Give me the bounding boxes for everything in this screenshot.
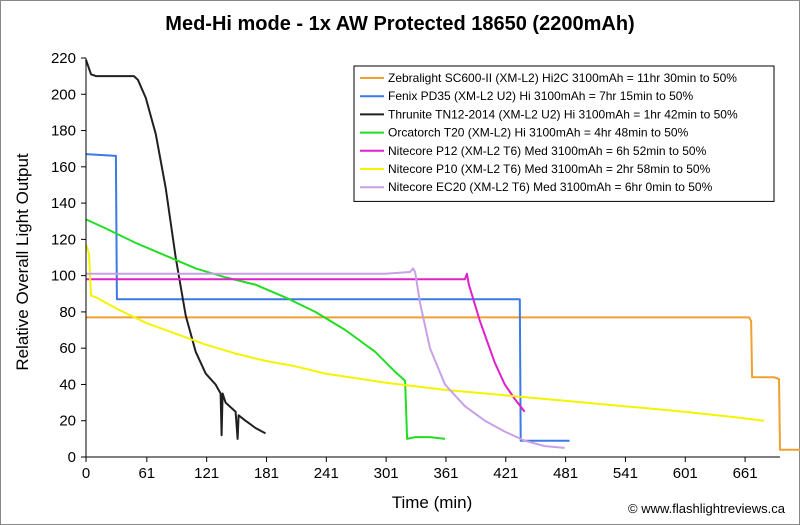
ticks-layer: 0 20 40 60 80 100 120 140 160 180 200 220 0 61 121 181 2… xyxy=(51,50,758,482)
legend-label-3: Thrunite TN12-2014 (XM-L2 U2) Hi 3100mAh… xyxy=(388,107,738,121)
y-tick-label: 200 xyxy=(51,86,76,103)
series-line-2 xyxy=(85,153,570,442)
y-tick-label: 120 xyxy=(51,231,76,248)
x-tick-label: 241 xyxy=(314,465,339,482)
series-line-3 xyxy=(85,59,266,440)
y-tick-label: 80 xyxy=(59,304,76,321)
legend-label-5: Nitecore P12 (XM-L2 T6) Med 3100mAh = 6h… xyxy=(388,144,707,158)
y-tick-label: 0 xyxy=(68,449,76,466)
series-line-1 xyxy=(86,316,800,451)
x-tick-label: 0 xyxy=(82,465,90,482)
x-tick-label: 481 xyxy=(553,465,578,482)
x-tick-label: 421 xyxy=(493,465,518,482)
y-tick-label: 100 xyxy=(51,268,76,285)
axes-layer xyxy=(85,58,780,458)
legend-label-1: Zebralight SC600-II (XM-L2) Hi2C 3100mAh… xyxy=(388,71,737,85)
legend: Zebralight SC600-II (XM-L2) Hi2C 3100mAh… xyxy=(353,65,775,202)
x-tick-label: 661 xyxy=(733,465,758,482)
legend-label-4: Orcatorch T20 (XM-L2) Hi 3100mAh = 4hr 4… xyxy=(388,126,689,140)
x-tick-label: 541 xyxy=(613,465,638,482)
x-tick-label: 121 xyxy=(194,465,219,482)
y-tick-label: 220 xyxy=(51,50,76,67)
x-tick-label: 361 xyxy=(433,465,458,482)
y-tick-label: 140 xyxy=(51,195,76,212)
x-tick-label: 301 xyxy=(374,465,399,482)
y-tick-label: 180 xyxy=(51,123,76,140)
x-axis-label: Time (min) xyxy=(392,493,473,512)
y-axis-label: Relative Overall Light Output xyxy=(13,153,32,371)
series-line-4 xyxy=(85,218,446,440)
legend-label-7: Nitecore EC20 (XM-L2 T6) Med 3100mAh = 6… xyxy=(388,180,713,194)
y-tick-label: 160 xyxy=(51,159,76,176)
series-layer xyxy=(85,59,800,451)
chart-title: Med-Hi mode - 1x AW Protected 18650 (220… xyxy=(165,13,634,35)
x-tick-label: 181 xyxy=(254,465,279,482)
legend-label-2: Fenix PD35 (XM-L2 U2) Hi 3100mAh = 7hr 1… xyxy=(388,89,693,103)
y-tick-label: 20 xyxy=(59,413,76,430)
y-tick-label: 60 xyxy=(59,340,76,357)
y-tick-label: 40 xyxy=(59,376,76,393)
series-line-5 xyxy=(86,272,526,413)
credit-text: © www.flashlightreviews.ca xyxy=(628,501,786,516)
legend-box xyxy=(353,65,775,202)
series-line-6 xyxy=(85,244,765,422)
series-line-7 xyxy=(86,267,565,449)
x-tick-label: 61 xyxy=(138,465,155,482)
x-tick-label: 601 xyxy=(673,465,698,482)
legend-label-6: Nitecore P10 (XM-L2 T6) Med 3100mAh = 2h… xyxy=(388,162,711,176)
